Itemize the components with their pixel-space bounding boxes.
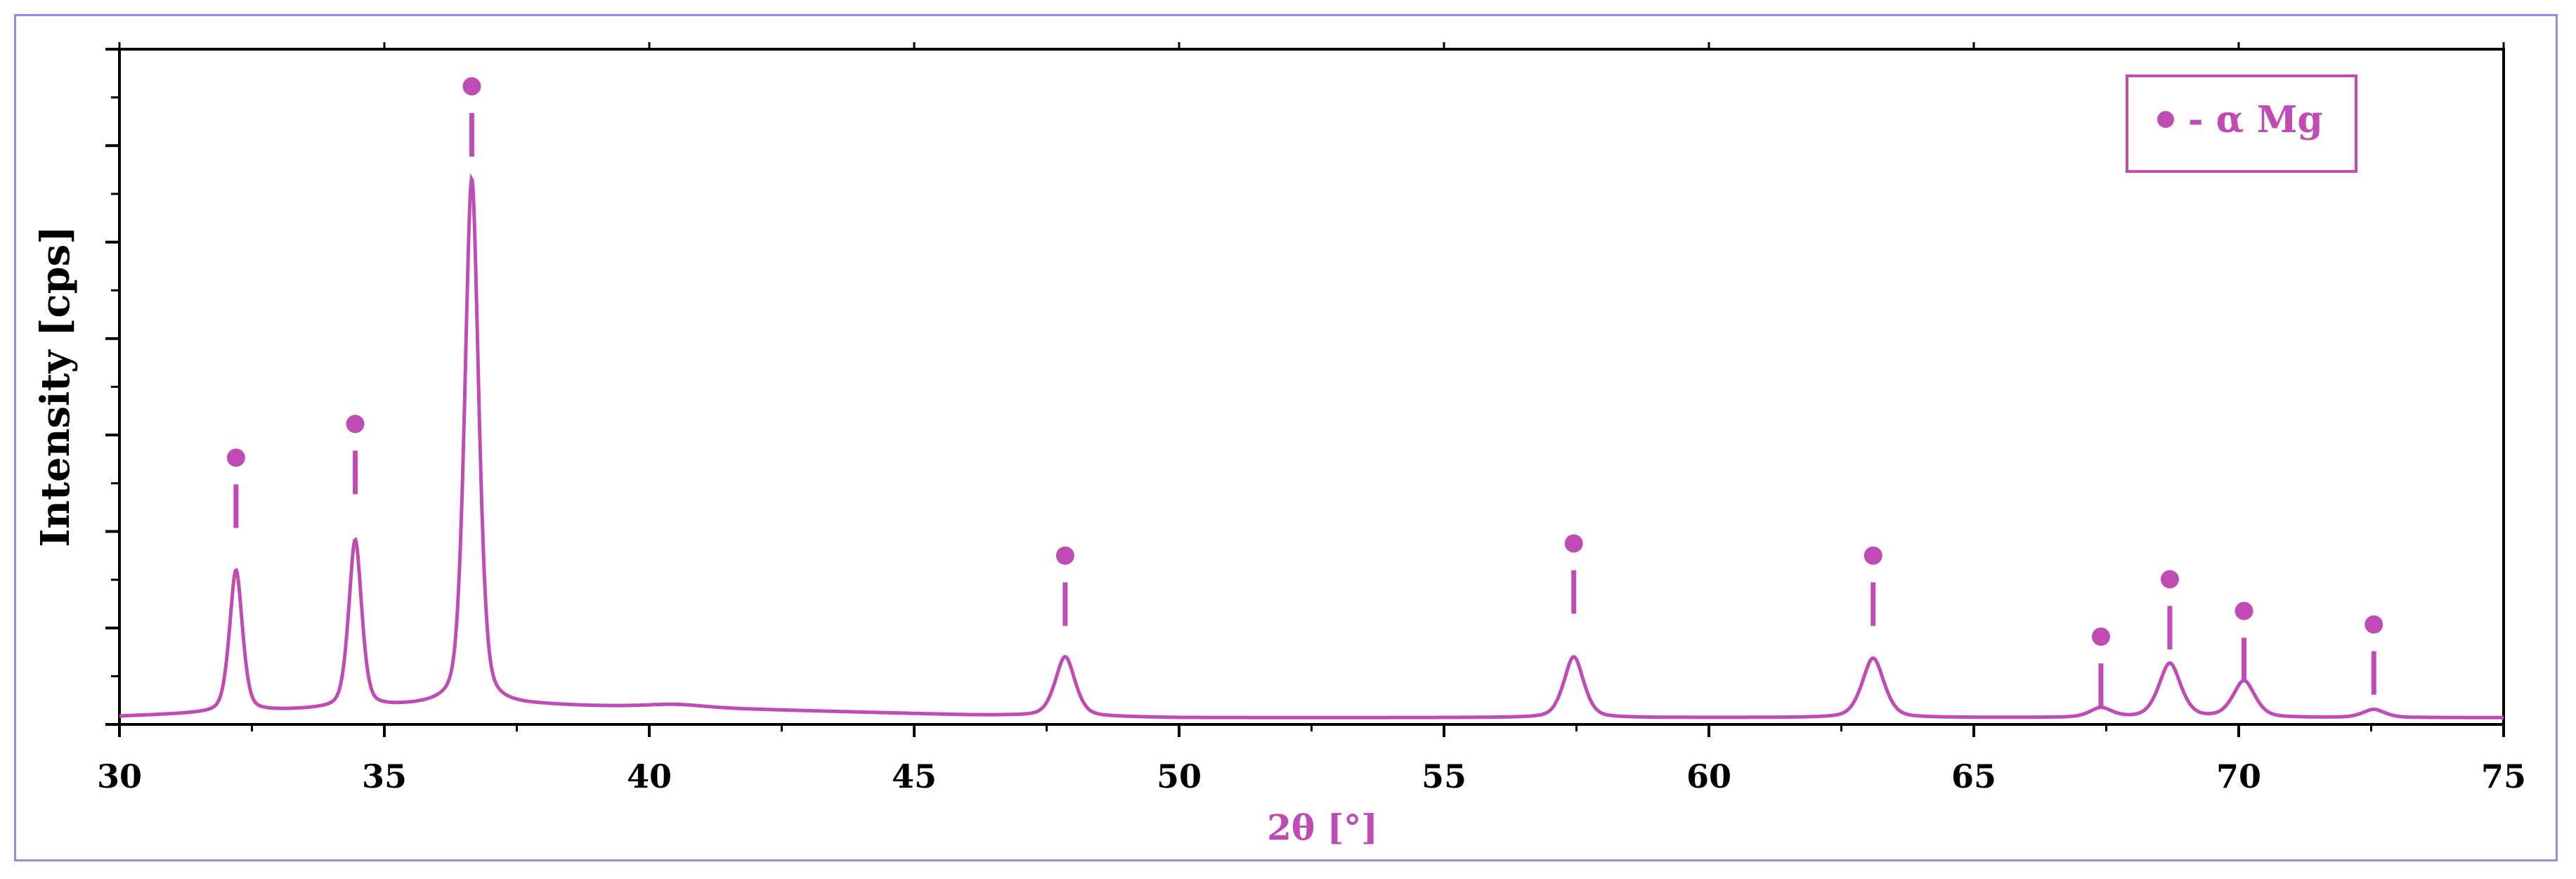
x-axis-title: 2θ [°] xyxy=(1267,807,1378,848)
phase-marker-dot xyxy=(462,77,481,96)
x-tick-label-40: 40 xyxy=(627,757,672,795)
phase-marker-dot xyxy=(1863,546,1882,565)
x-tick-label-35: 35 xyxy=(362,757,407,795)
legend-box xyxy=(2126,74,2357,173)
y-axis-title: Intensity [cps] xyxy=(32,226,79,547)
figure-frame xyxy=(14,14,2558,861)
legend: - α Mg xyxy=(2126,74,2357,173)
phase-marker-dot xyxy=(2091,627,2110,646)
x-tick-label-55: 55 xyxy=(1422,757,1466,795)
x-tick-label-30: 30 xyxy=(97,757,142,795)
x-tick-label-50: 50 xyxy=(1157,757,1202,795)
x-tick-label-70: 70 xyxy=(2216,757,2261,795)
phase-marker-dot xyxy=(1564,534,1583,553)
ticks xyxy=(105,42,2505,737)
phase-marker-dot xyxy=(2160,570,2179,589)
x-tick-labels: 30 35 40 45 50 55 60 65 70 75 xyxy=(97,757,2526,795)
legend-marker-circle xyxy=(2157,111,2174,128)
x-tick-label-65: 65 xyxy=(1951,757,1996,795)
phase-marker-dot xyxy=(2364,615,2383,634)
x-tick-label-60: 60 xyxy=(1686,757,1731,795)
phase-marker-dot xyxy=(226,448,245,467)
phase-marker-dot xyxy=(1055,546,1074,565)
phase-markers xyxy=(226,77,2383,708)
series-line-intensity xyxy=(119,173,2504,720)
legend-label: - α Mg xyxy=(2188,98,2323,141)
phase-marker-dot xyxy=(346,415,365,434)
phase-marker-dot xyxy=(2235,601,2253,620)
x-tick-label-75: 75 xyxy=(2481,757,2526,795)
x-tick-label-45: 45 xyxy=(892,757,937,795)
